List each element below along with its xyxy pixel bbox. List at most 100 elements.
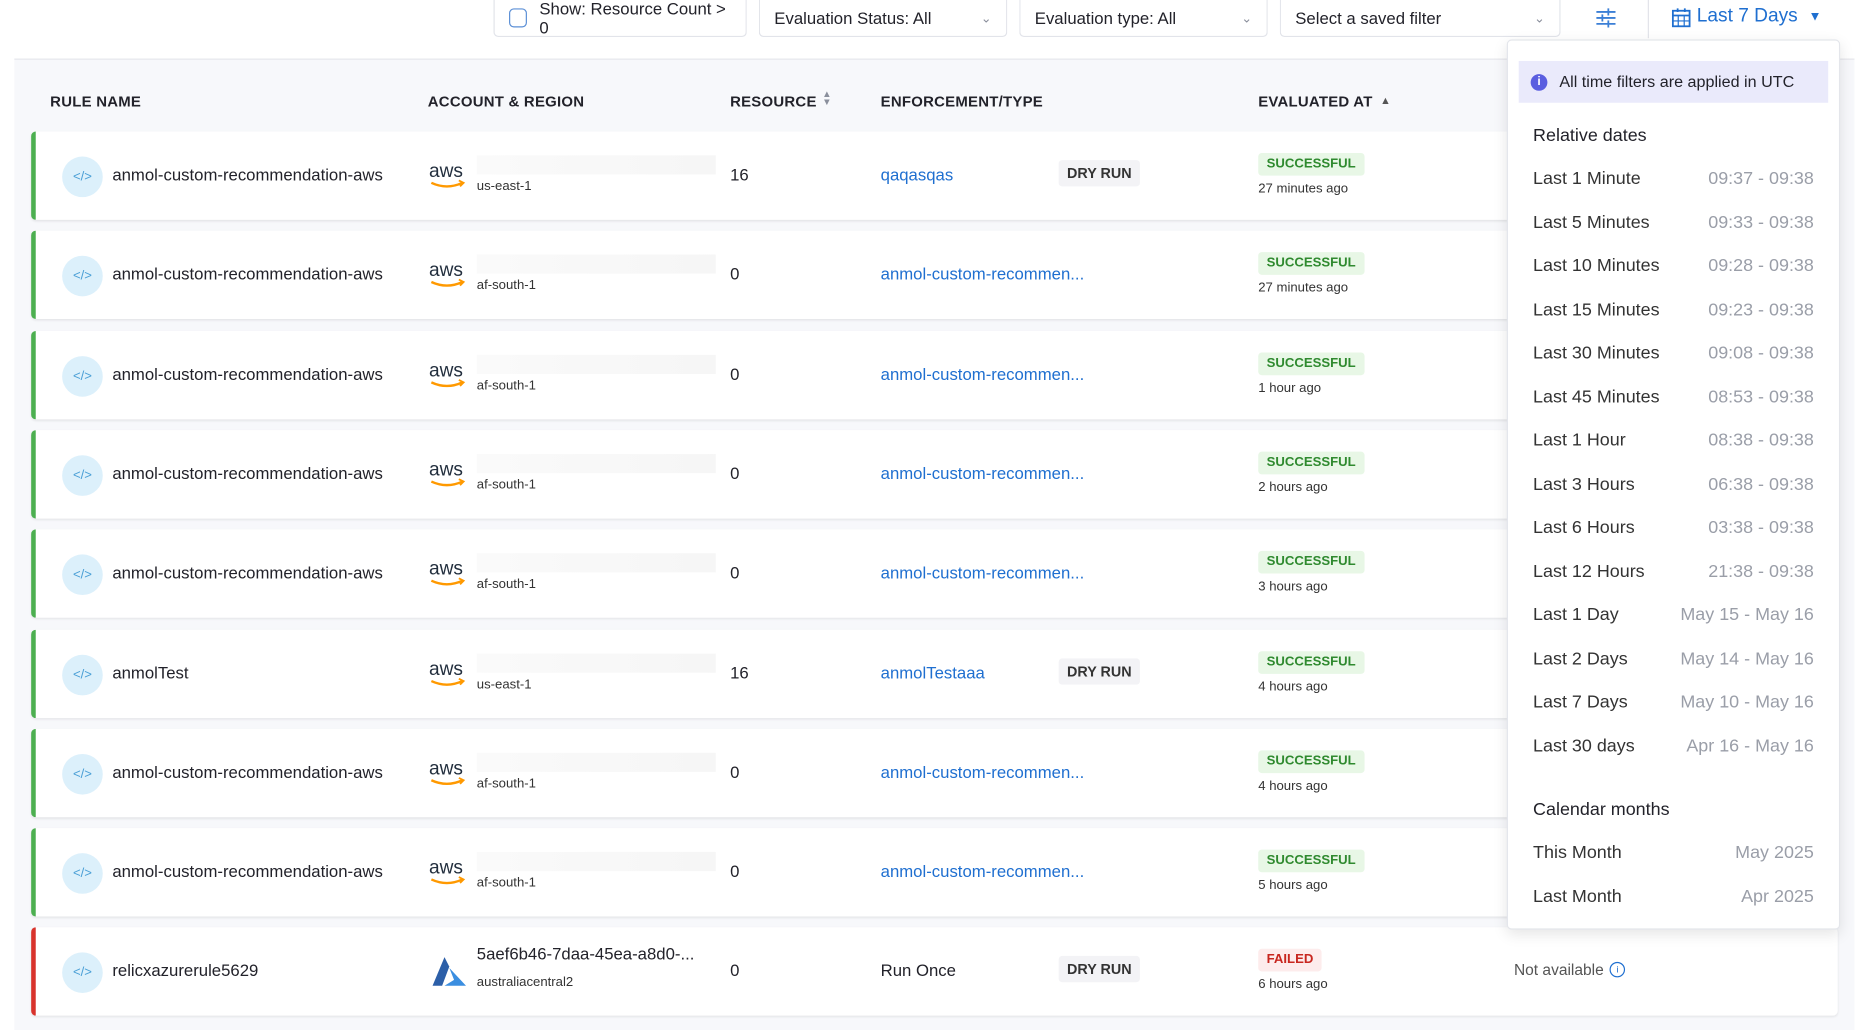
evaluation-status-dropdown[interactable]: Evaluation Status: All ⌄ (758, 0, 1008, 38)
rule-name[interactable]: relicxazurerule5629 (112, 961, 259, 981)
option-range: 08:38 - 09:38 (1708, 430, 1814, 451)
time-option[interactable]: Last 1 Hour 08:38 - 09:38 (1533, 430, 1814, 450)
time-option[interactable]: Last 30 days Apr 16 - May 16 (1533, 735, 1814, 755)
rule-code-icon: </> (62, 156, 103, 198)
status-badge: SUCCESSFUL (1258, 252, 1365, 276)
region: af-south-1 (476, 278, 536, 294)
region: af-south-1 (476, 875, 536, 891)
svg-text:aws: aws (429, 758, 463, 779)
time-option[interactable]: This Month May 2025 (1533, 842, 1814, 862)
aws-logo-icon: aws (429, 360, 466, 387)
account-name (476, 354, 716, 374)
enforcement-link[interactable]: qaqasqas (880, 164, 954, 185)
type-badge: DRY RUN (1058, 956, 1140, 983)
enforcement-link[interactable]: anmol-custom-recommen... (880, 264, 1085, 284)
option-range: 09:33 - 09:38 (1708, 212, 1814, 233)
saved-filter-dropdown[interactable]: Select a saved filter ⌄ (1279, 0, 1561, 38)
time-option[interactable]: Last Month Apr 2025 (1533, 886, 1814, 906)
rule-name[interactable]: anmol-custom-recommendation-aws (112, 563, 383, 583)
option-label: Last 30 Minutes (1533, 342, 1660, 364)
rule-code-icon: </> (62, 952, 103, 994)
option-label: Last 7 Days (1533, 691, 1628, 713)
calendar-months-title: Calendar months (1533, 799, 1670, 820)
time-option[interactable]: Last 3 Hours 06:38 - 09:38 (1533, 474, 1814, 494)
rule-code-icon: </> (62, 355, 103, 397)
time-option[interactable]: Last 6 Hours 03:38 - 09:38 (1533, 517, 1814, 537)
table-row[interactable]: </> relicxazurerule5629 5aef6b46-7daa-45ea… (31, 927, 1838, 1017)
time-option[interactable]: Last 15 Minutes 09:23 - 09:38 (1533, 299, 1814, 319)
resource-count: 16 (730, 662, 749, 682)
filter-settings-icon[interactable] (1594, 6, 1618, 36)
evaluated-time: 4 hours ago (1258, 679, 1328, 694)
time-option[interactable]: Last 5 Minutes 09:33 - 09:38 (1533, 212, 1814, 232)
enforcement-link[interactable]: anmol-custom-recommen... (880, 363, 1085, 384)
svg-text:aws: aws (429, 858, 463, 879)
enforcement-link[interactable]: anmol-custom-recommen... (880, 563, 1085, 583)
enforcement-link[interactable]: anmolTestaaa (880, 662, 985, 682)
header-enforcement: ENFORCEMENT/TYPE (880, 93, 1043, 110)
time-range-dropdown[interactable]: Last 7 Days ▼ (1671, 6, 1821, 28)
time-option[interactable]: Last 1 Minute 09:37 - 09:38 (1533, 168, 1814, 188)
account-name (476, 852, 716, 872)
info-icon[interactable]: i (1609, 962, 1626, 978)
header-rule-name[interactable]: RULE NAME (50, 93, 142, 110)
time-option[interactable]: Last 30 Minutes 09:08 - 09:38 (1533, 343, 1814, 363)
sort-asc-icon[interactable]: ▲ (1380, 94, 1391, 107)
rule-name[interactable]: anmol-custom-recommendation-aws (112, 363, 383, 384)
option-range: 06:38 - 09:38 (1708, 473, 1814, 495)
time-option[interactable]: Last 12 Hours 21:38 - 09:38 (1533, 561, 1814, 581)
time-option[interactable]: Last 2 Days May 14 - May 16 (1533, 648, 1814, 668)
rule-code-icon: </> (62, 853, 103, 894)
account-name (476, 752, 716, 772)
enforcement-link[interactable]: anmol-custom-recommen... (880, 762, 1085, 782)
evaluated-time: 27 minutes ago (1258, 281, 1349, 296)
region: us-east-1 (476, 676, 532, 692)
chevron-down-icon: ⌄ (1533, 11, 1546, 26)
option-label: Last 6 Hours (1533, 517, 1635, 538)
rule-code-icon: </> (62, 554, 103, 596)
rule-name[interactable]: anmol-custom-recommendation-aws (112, 463, 383, 483)
option-label: Last 1 Minute (1533, 168, 1641, 189)
option-label: Last 12 Hours (1533, 561, 1645, 582)
time-option[interactable]: Last 45 Minutes 08:53 - 09:38 (1533, 387, 1814, 407)
rule-name[interactable]: anmol-custom-recommendation-aws (112, 264, 383, 284)
enforcement-link[interactable]: anmol-custom-recommen... (880, 463, 1085, 483)
svg-text:aws: aws (429, 559, 463, 580)
option-range: May 14 - May 16 (1680, 648, 1814, 669)
resource-count: 0 (730, 363, 740, 384)
aws-logo-icon: aws (429, 858, 466, 885)
header-evaluated-at[interactable]: EVALUATED AT (1258, 93, 1373, 110)
status-badge: SUCCESSFUL (1258, 849, 1365, 873)
evaluation-type-label: Evaluation type: All (1034, 8, 1177, 28)
time-option[interactable]: Last 7 Days May 10 - May 16 (1533, 692, 1814, 712)
evaluated-time: 27 minutes ago (1258, 181, 1349, 196)
status-badge: SUCCESSFUL (1258, 352, 1365, 375)
enforcement-link[interactable]: anmol-custom-recommen... (880, 861, 1085, 881)
rule-name[interactable]: anmol-custom-recommendation-aws (112, 164, 383, 185)
evaluation-type-dropdown[interactable]: Evaluation type: All ⌄ (1019, 0, 1268, 38)
sort-icon[interactable]: ▲ ▼ (822, 88, 832, 108)
svg-text:aws: aws (429, 459, 463, 480)
evaluated-time: 6 hours ago (1258, 977, 1328, 993)
resource-count-filter[interactable]: Show: Resource Count > 0 (493, 0, 747, 38)
rule-code-icon: </> (62, 654, 103, 695)
aws-logo-icon: aws (429, 260, 466, 288)
option-label: Last 2 Days (1533, 648, 1628, 669)
evaluated-time: 1 hour ago (1258, 380, 1322, 396)
option-range: 21:38 - 09:38 (1708, 561, 1814, 582)
status-badge: SUCCESSFUL (1258, 650, 1365, 674)
time-range-popup: i All time filters are applied in UTC Rel… (1506, 39, 1841, 930)
svg-text:aws: aws (429, 659, 463, 680)
header-resource[interactable]: RESOURCE (730, 93, 817, 110)
rule-name[interactable]: anmol-custom-recommendation-aws (112, 861, 383, 881)
rule-name[interactable]: anmol-custom-recommendation-aws (112, 762, 383, 782)
option-range: 09:08 - 09:38 (1708, 342, 1814, 364)
region: af-south-1 (476, 577, 536, 592)
account-name (476, 254, 716, 274)
time-option[interactable]: Last 1 Day May 15 - May 16 (1533, 605, 1814, 625)
option-label: Last 1 Hour (1533, 430, 1626, 451)
resource-count-checkbox[interactable] (509, 8, 528, 28)
time-option[interactable]: Last 10 Minutes 09:28 - 09:38 (1533, 256, 1814, 276)
rule-name[interactable]: anmolTest (112, 662, 189, 682)
aws-logo-icon: aws (429, 161, 466, 188)
